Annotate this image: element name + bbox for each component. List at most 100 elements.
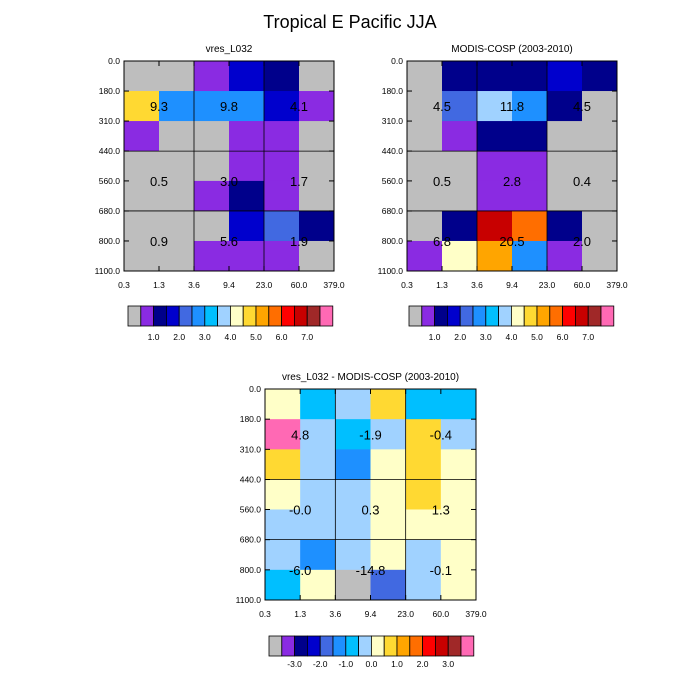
heat-cell [300,569,336,601]
colorbar-swatch [409,635,423,657]
colorbar-label: 5.0 [531,332,543,342]
heat-cell [440,569,477,601]
colorbar-label: -2.0 [313,659,328,669]
heat-cell [440,479,477,510]
heat-cell [442,61,478,92]
y-tick-label: 310.0 [240,444,262,454]
heat-cell [547,240,583,272]
box-value: 0.4 [573,174,591,189]
heat-cell [405,449,442,481]
colorbar-swatch [255,305,270,327]
y-tick-label: 680.0 [382,206,404,216]
heat-cell [159,151,195,182]
colorbar-swatch [268,305,282,327]
colorbar-swatch [229,305,244,327]
heat-cell [194,91,230,122]
colorbar-label: 2.0 [173,332,185,342]
x-tick-label: 379.0 [465,609,487,619]
heat-cell [405,419,442,450]
colorbar-swatch [434,305,448,327]
x-tick-label: 1.3 [153,280,165,290]
heat-cell [582,240,618,272]
panel-3: vres_L032 - MODIS-COSP (2003-2010) 4.8 -1.… [236,372,487,669]
x-tick-label: 23.0 [397,609,414,619]
heat-cell [442,91,478,122]
panel-2: MODIS-COSP (2003-2010) 4.5 11.8 4.5 0.5 2.8 0.… [378,44,628,342]
heat-cell [582,210,618,242]
y-tick-label: 310.0 [382,116,404,126]
colorbar-swatch [421,305,435,327]
x-tick-label: 23.0 [256,280,273,290]
box-value: 1.7 [290,174,308,189]
x-tick-label: 0.3 [259,609,271,619]
box-value: 0.3 [361,503,379,518]
heat-cell [264,91,300,122]
heat-cell [264,180,300,212]
heat-cell [124,151,160,182]
colorbar-label: 6.0 [557,332,569,342]
colorbar-label: 1.0 [148,332,160,342]
colorbar-swatch [523,305,538,327]
heat-cell [512,240,548,272]
heat-cell [370,389,407,420]
colorbar-label: 4.0 [224,332,236,342]
heat-cell [335,539,371,571]
heat-cell [582,61,618,92]
colorbar-swatch [332,635,347,657]
heat-cell [300,419,336,450]
y-tick-label: 180.0 [240,414,262,424]
box-value: 1.3 [432,503,450,518]
heat-cell [547,121,583,152]
heat-cell [547,180,583,212]
heat-cell [265,509,301,541]
heat-cell [405,539,442,571]
x-tick-label: 9.4 [223,280,235,290]
x-tick-label: 3.6 [329,609,341,619]
heat-cell [159,61,195,92]
colorbar-swatch [281,635,295,657]
heat-cell [512,121,548,152]
heat-cell [265,539,301,571]
heat-cell [124,91,160,122]
colorbar-swatch [370,635,385,657]
heat-cell [194,240,230,272]
heat-cell [265,449,301,481]
heat-cell [512,180,548,212]
colorbar-swatch [319,635,334,657]
heat-cell [407,210,443,242]
colorbar-swatch [434,635,449,657]
heat-cell [194,61,230,92]
x-tick-label: 9.4 [506,280,518,290]
x-tick-label: 3.6 [188,280,200,290]
heat-cell [124,61,160,92]
heat-cell [582,151,618,182]
heat-cell [299,151,335,182]
colorbar-label: 1.0 [391,659,403,669]
y-tick-label: 800.0 [240,565,262,575]
heat-cell [407,180,443,212]
heat-cell [194,121,230,152]
colorbar-swatch [306,635,321,657]
heat-cell [582,91,618,122]
colorbar-swatch [281,305,295,327]
box-value: -1.9 [359,427,381,442]
colorbar-swatch [383,635,398,657]
heat-cell [335,449,371,481]
x-tick-label: 23.0 [539,280,556,290]
heat-cell [124,180,160,212]
heat-cell [370,419,407,450]
panel-title: vres_L032 - MODIS-COSP (2003-2010) [282,372,459,383]
colorbar-label: 7.0 [301,332,313,342]
colorbar-swatch [446,305,461,327]
colorbar-swatch [345,635,359,657]
heat-cell [229,121,265,152]
y-tick-label: 560.0 [382,176,404,186]
x-tick-label: 3.6 [471,280,483,290]
colorbar-swatch [268,635,283,657]
box-value: 9.8 [220,99,238,114]
colorbar-swatch [562,305,576,327]
colorbar-swatch [204,305,219,327]
heat-cell [229,180,265,212]
heat-cell [264,61,300,92]
heat-cell [370,479,407,510]
